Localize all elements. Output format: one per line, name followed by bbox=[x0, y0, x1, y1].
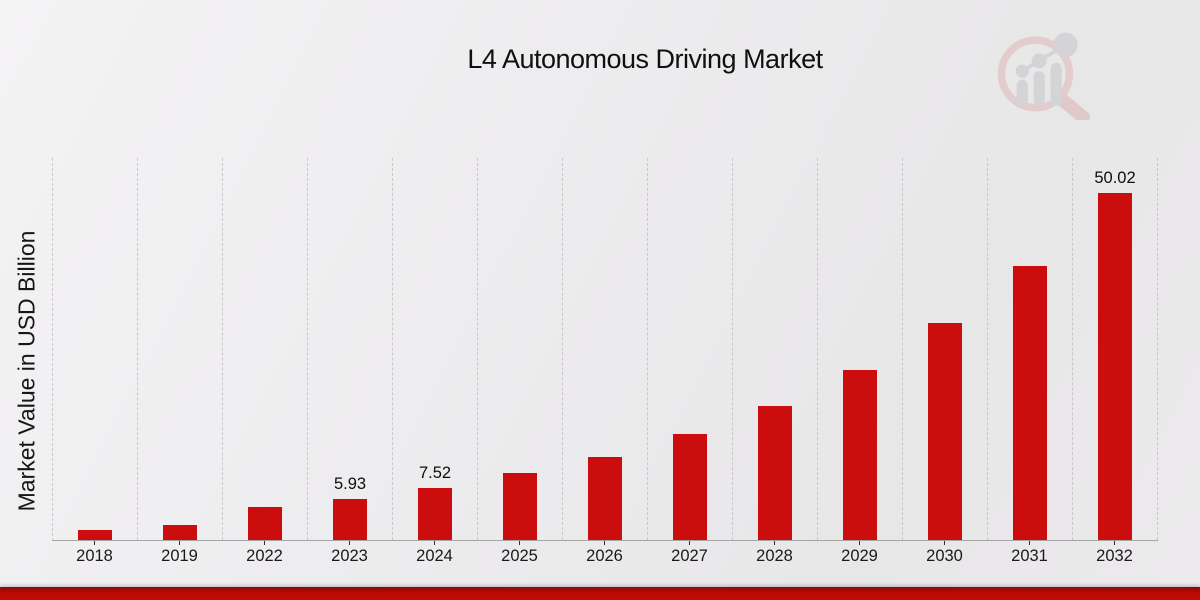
x-axis-tick bbox=[1114, 541, 1115, 545]
x-axis-tick bbox=[519, 541, 520, 545]
x-axis-category-2027: 2027 bbox=[647, 541, 732, 566]
x-axis-category-2018: 2018 bbox=[52, 541, 137, 566]
bar-2019 bbox=[163, 524, 197, 540]
bar-2030 bbox=[928, 322, 962, 540]
x-axis-tick bbox=[1029, 541, 1030, 545]
bottom-brand-band bbox=[0, 587, 1200, 600]
grid-column-2030 bbox=[903, 158, 988, 540]
x-axis-tick bbox=[859, 541, 860, 545]
bar-2025 bbox=[503, 472, 537, 540]
plot-area: 5.93 7.52 50.02 bbox=[52, 158, 1158, 541]
x-axis-tick bbox=[604, 541, 605, 545]
chart-title: L4 Autonomous Driving Market bbox=[467, 44, 823, 74]
x-axis-tick bbox=[264, 541, 265, 545]
x-axis-category-2024: 2024 bbox=[392, 541, 477, 566]
x-axis-tick bbox=[944, 541, 945, 545]
x-tick-label: 2018 bbox=[76, 547, 113, 565]
bar-value-label-2024: 7.52 bbox=[418, 463, 452, 482]
x-axis-tick bbox=[349, 541, 350, 545]
x-axis-tick bbox=[689, 541, 690, 545]
x-axis-category-2023: 2023 bbox=[307, 541, 392, 566]
grid-column-2031 bbox=[988, 158, 1073, 540]
x-tick-label: 2027 bbox=[671, 547, 708, 565]
grid-column-2024: 7.52 bbox=[393, 158, 478, 540]
x-axis-category-2022: 2022 bbox=[222, 541, 307, 566]
x-tick-label: 2030 bbox=[926, 547, 963, 565]
x-axis-category-2026: 2026 bbox=[562, 541, 647, 566]
x-tick-label: 2028 bbox=[756, 547, 793, 565]
x-tick-label: 2029 bbox=[841, 547, 878, 565]
x-tick-label: 2023 bbox=[331, 547, 368, 565]
bar-value-label-2023: 5.93 bbox=[333, 474, 367, 493]
bar-2024 bbox=[418, 487, 452, 540]
x-axis-labels: 2018 2019 2022 2023 2024 2025 2026 2027 2028 2029… bbox=[52, 541, 1157, 566]
bar-2029 bbox=[843, 369, 877, 540]
y-axis-label: Market Value in USD Billion bbox=[13, 230, 40, 512]
x-tick-label: 2026 bbox=[586, 547, 623, 565]
grid-column-2023: 5.93 bbox=[308, 158, 393, 540]
grid-column-2025 bbox=[478, 158, 563, 540]
x-axis-category-2025: 2025 bbox=[477, 541, 562, 566]
mrfr-watermark-logo bbox=[990, 26, 1094, 124]
x-axis-category-2019: 2019 bbox=[137, 541, 222, 566]
x-tick-label: 2022 bbox=[246, 547, 283, 565]
x-tick-label: 2032 bbox=[1096, 547, 1133, 565]
x-tick-label: 2019 bbox=[161, 547, 198, 565]
bar-2028 bbox=[758, 406, 792, 540]
bar-2018 bbox=[78, 529, 112, 540]
x-axis-category-2029: 2029 bbox=[817, 541, 902, 566]
grid-column-2032: 50.02 bbox=[1073, 158, 1158, 540]
grid-column-2019 bbox=[138, 158, 223, 540]
magnifier-growth-chart-icon bbox=[997, 32, 1090, 124]
x-axis-tick bbox=[434, 541, 435, 545]
grid-column-2026 bbox=[563, 158, 648, 540]
bar-2022 bbox=[248, 507, 282, 540]
bar-2026 bbox=[588, 456, 622, 540]
x-axis-category-2032: 2032 bbox=[1072, 541, 1157, 566]
bar-2031 bbox=[1013, 265, 1047, 540]
x-tick-label: 2025 bbox=[501, 547, 538, 565]
x-tick-label: 2031 bbox=[1011, 547, 1048, 565]
bar-2032 bbox=[1098, 192, 1132, 540]
x-axis-tick bbox=[94, 541, 95, 545]
x-axis-tick bbox=[179, 541, 180, 545]
bar-2023 bbox=[333, 498, 367, 540]
grid-column-2027 bbox=[648, 158, 733, 540]
bar-2027 bbox=[673, 434, 707, 540]
bar-value-label-2032: 50.02 bbox=[1094, 168, 1136, 187]
x-axis-tick bbox=[774, 541, 775, 545]
grid-column-2028 bbox=[733, 158, 818, 540]
x-tick-label: 2024 bbox=[416, 547, 453, 565]
x-axis-category-2028: 2028 bbox=[732, 541, 817, 566]
x-axis-category-2031: 2031 bbox=[987, 541, 1072, 566]
grid-column-2018 bbox=[53, 158, 138, 540]
grid-column-2022 bbox=[223, 158, 308, 540]
x-axis-category-2030: 2030 bbox=[902, 541, 987, 566]
grid-column-2029 bbox=[818, 158, 903, 540]
